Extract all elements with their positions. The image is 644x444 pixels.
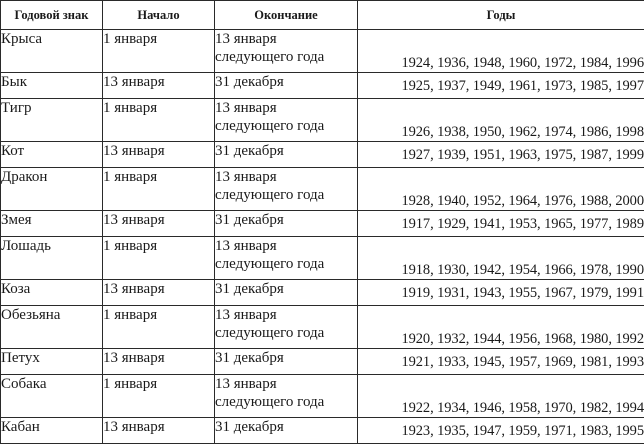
- end-cell: 31 декабря: [215, 73, 358, 99]
- end-cell: 31 декабря: [215, 280, 358, 306]
- sign-cell: Кот: [1, 142, 103, 168]
- years-cell: 1928, 1940, 1952, 1964, 1976, 1988, 2000: [358, 168, 644, 211]
- start-cell: 13 января: [103, 280, 215, 306]
- end-line-1: 13 января: [215, 100, 277, 116]
- end-line-2: следующего года: [215, 117, 357, 135]
- years-cell: 1925, 1937, 1949, 1961, 1973, 1985, 1997: [358, 73, 644, 99]
- end-line-2: следующего года: [215, 186, 357, 204]
- start-cell: 1 января: [103, 306, 215, 349]
- header-end: Окончание: [215, 1, 358, 30]
- end-line-1: 31 декабря: [215, 419, 284, 435]
- sign-cell: Коза: [1, 280, 103, 306]
- end-line-2: следующего года: [215, 393, 357, 411]
- end-line-1: 31 декабря: [215, 212, 284, 228]
- start-cell: 1 января: [103, 30, 215, 73]
- end-line-1: 13 января: [215, 169, 277, 185]
- years-cell: 1918, 1930, 1942, 1954, 1966, 1978, 1990: [358, 237, 644, 280]
- years-cell: 1919, 1931, 1943, 1955, 1967, 1979, 1991: [358, 280, 644, 306]
- end-line-1: 13 января: [215, 238, 277, 254]
- table-row: Змея 13 января 31 декабря 1917, 1929, 19…: [1, 211, 644, 237]
- end-cell: 31 декабря: [215, 418, 358, 444]
- end-cell: 31 декабря: [215, 211, 358, 237]
- end-line-1: 13 января: [215, 307, 277, 323]
- years-cell: 1924, 1936, 1948, 1960, 1972, 1984, 1996: [358, 30, 644, 73]
- start-cell: 1 января: [103, 237, 215, 280]
- years-cell: 1927, 1939, 1951, 1963, 1975, 1987, 1999: [358, 142, 644, 168]
- years-cell: 1921, 1933, 1945, 1957, 1969, 1981, 1993: [358, 349, 644, 375]
- start-cell: 13 января: [103, 418, 215, 444]
- end-line-2: следующего года: [215, 48, 357, 66]
- sign-cell: Петух: [1, 349, 103, 375]
- start-cell: 13 января: [103, 349, 215, 375]
- sign-cell: Крыса: [1, 30, 103, 73]
- years-cell: 1922, 1934, 1946, 1958, 1970, 1982, 1994: [358, 375, 644, 418]
- table-header-row: Годовой знак Начало Окончание Годы: [1, 1, 644, 30]
- header-start: Начало: [103, 1, 215, 30]
- end-line-1: 13 января: [215, 31, 277, 47]
- years-cell: 1920, 1932, 1944, 1956, 1968, 1980, 1992: [358, 306, 644, 349]
- end-line-1: 31 декабря: [215, 143, 284, 159]
- sign-cell: Дракон: [1, 168, 103, 211]
- start-cell: 13 января: [103, 142, 215, 168]
- header-sign: Годовой знак: [1, 1, 103, 30]
- end-cell: 31 декабря: [215, 142, 358, 168]
- start-cell: 1 января: [103, 168, 215, 211]
- end-line-1: 31 декабря: [215, 74, 284, 90]
- table-row: Коза 13 января 31 декабря 1919, 1931, 19…: [1, 280, 644, 306]
- table-row: Петух 13 января 31 декабря 1921, 1933, 1…: [1, 349, 644, 375]
- start-cell: 1 января: [103, 375, 215, 418]
- table-row: Бык 13 января 31 декабря 1925, 1937, 194…: [1, 73, 644, 99]
- sign-cell: Лошадь: [1, 237, 103, 280]
- start-cell: 1 января: [103, 99, 215, 142]
- sign-cell: Бык: [1, 73, 103, 99]
- sign-cell: Обезьяна: [1, 306, 103, 349]
- table-row: Кот 13 января 31 декабря 1927, 1939, 195…: [1, 142, 644, 168]
- end-line-2: следующего года: [215, 324, 357, 342]
- sign-cell: Собака: [1, 375, 103, 418]
- start-cell: 13 января: [103, 73, 215, 99]
- sign-cell: Кабан: [1, 418, 103, 444]
- end-line-1: 13 января: [215, 376, 277, 392]
- end-cell: 31 декабря: [215, 349, 358, 375]
- table-row: Кабан 13 января 31 декабря 1923, 1935, 1…: [1, 418, 644, 444]
- years-cell: 1917, 1929, 1941, 1953, 1965, 1977, 1989: [358, 211, 644, 237]
- years-cell: 1923, 1935, 1947, 1959, 1971, 1983, 1995: [358, 418, 644, 444]
- end-line-1: 31 декабря: [215, 350, 284, 366]
- end-line-2: следующего года: [215, 255, 357, 273]
- end-line-1: 31 декабря: [215, 281, 284, 297]
- start-cell: 13 января: [103, 211, 215, 237]
- sign-cell: Тигр: [1, 99, 103, 142]
- sign-cell: Змея: [1, 211, 103, 237]
- years-cell: 1926, 1938, 1950, 1962, 1974, 1986, 1998: [358, 99, 644, 142]
- header-years: Годы: [358, 1, 644, 30]
